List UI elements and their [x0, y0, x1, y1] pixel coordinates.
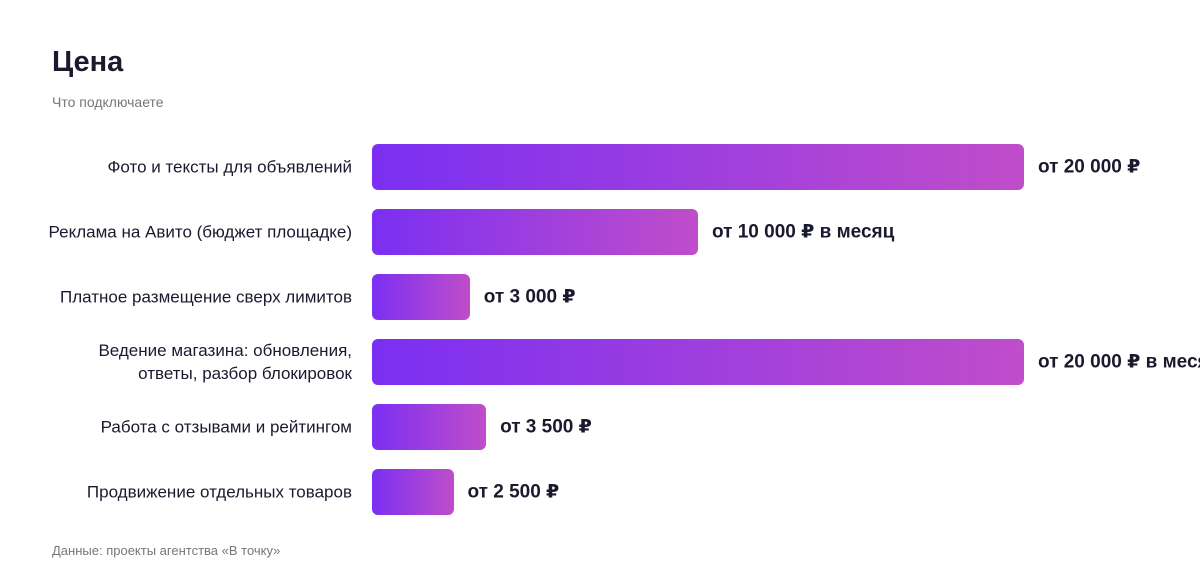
bar-row: Реклама на Авито (бюджет площадке) от 10 …: [0, 209, 1200, 255]
bar: [372, 144, 1024, 190]
chart-subtitle: Что подключаете: [52, 94, 164, 110]
value-label: от 20 000 ₽ в месяц: [1038, 351, 1200, 373]
chart-title: Цена: [52, 46, 124, 78]
category-label: Ведение магазина: обновления, ответы, ра…: [98, 341, 352, 383]
value-label: от 20 000 ₽: [1038, 156, 1141, 178]
value-label: от 2 500 ₽: [467, 481, 560, 503]
category-label: Платное размещение сверх лимитов: [60, 287, 352, 307]
bar: [372, 469, 454, 515]
bar-row: Ведение магазина: обновления, ответы, ра…: [0, 339, 1200, 385]
bar: [372, 339, 1024, 385]
category-label: Работа с отзывами и рейтингом: [100, 417, 352, 437]
bar: [372, 209, 698, 255]
category-label: Фото и тексты для объявлений: [107, 157, 352, 177]
bar-row: Продвижение отдельных товаров от 2 500 ₽: [0, 469, 1200, 515]
bar-row: Фото и тексты для объявлений от 20 000 ₽: [0, 144, 1200, 190]
bar-row: Работа с отзывами и рейтингом от 3 500 ₽: [0, 404, 1200, 450]
bar-row: Платное размещение сверх лимитов от 3 000…: [0, 274, 1200, 320]
source-note: Данные: проекты агентства «В точку»: [52, 543, 281, 558]
value-label: от 3 500 ₽: [500, 416, 592, 438]
category-label: Реклама на Авито (бюджет площадке): [48, 222, 352, 242]
value-label: от 10 000 ₽ в месяц: [712, 221, 895, 243]
bar: [372, 274, 470, 320]
category-label: Продвижение отдельных товаров: [86, 482, 352, 502]
bar: [372, 404, 487, 450]
value-label: от 3 000 ₽: [483, 286, 576, 308]
